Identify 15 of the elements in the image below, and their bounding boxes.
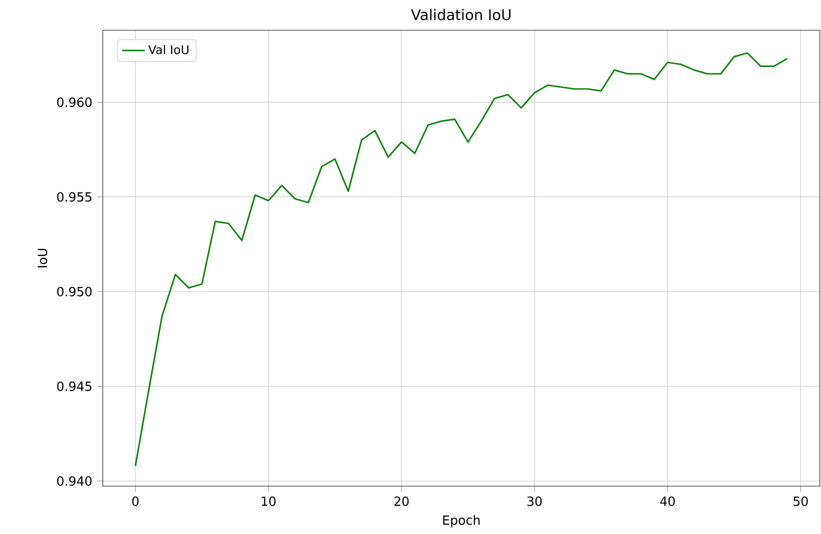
x-tick-label: 20 [394,496,409,506]
x-tick-label: 10 [262,496,276,506]
x-tick-label: 50 [794,496,808,506]
x-tick-label: 0 [132,496,139,506]
x-tick-label: 30 [527,496,542,506]
y-axis-title: IoU [38,248,48,268]
x-tick-label: 40 [660,496,675,506]
y-tick-label: 0.950 [57,286,92,296]
y-tick-label: 0.960 [57,97,92,107]
chart-title: Validation IoU [411,8,510,20]
x-axis-title: Epoch [443,515,480,528]
y-tick-label: 0.940 [57,476,92,486]
legend-label: Val IoU [148,44,188,54]
y-tick-label: 0.955 [57,192,92,202]
y-tick-label: 0.945 [57,381,92,392]
